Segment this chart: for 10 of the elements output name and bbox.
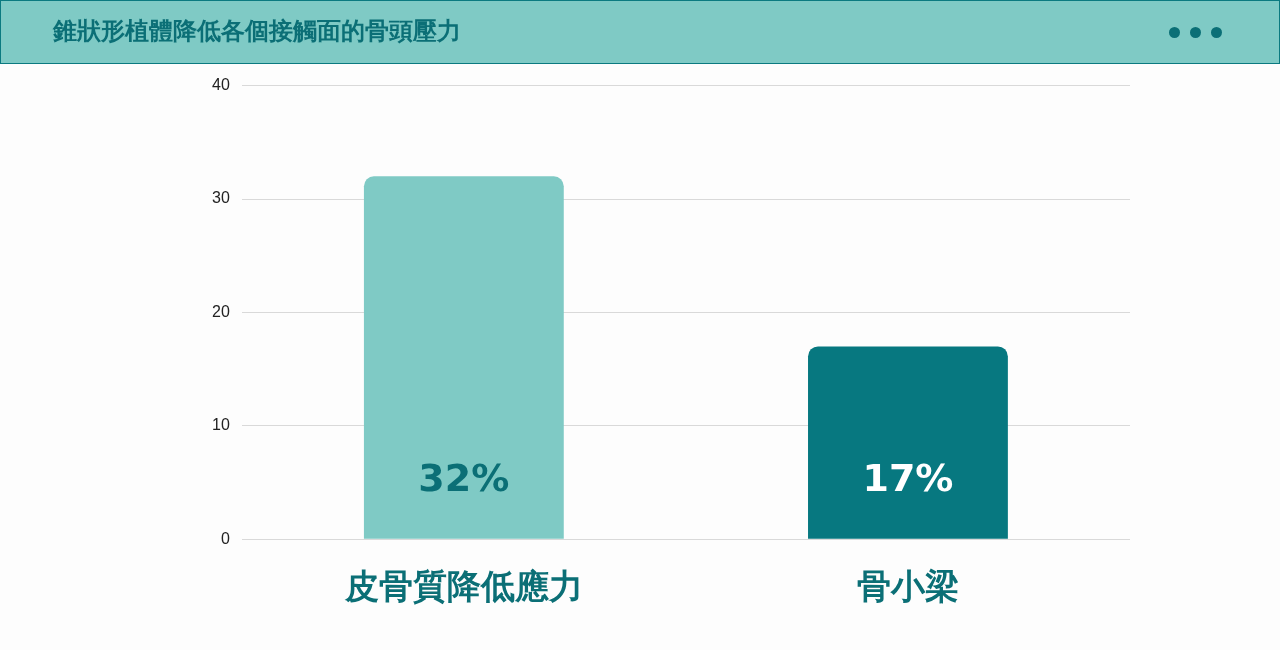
- data-label: 32%: [418, 456, 510, 501]
- y-tick-label: 20: [212, 302, 230, 320]
- chart-title: 錐狀形植體降低各個接觸面的骨頭壓力: [53, 16, 461, 47]
- y-tick-label: 30: [212, 189, 230, 207]
- x-tick-label: 骨小梁: [856, 566, 959, 607]
- y-tick-label: 10: [212, 416, 230, 434]
- x-tick-label: 皮骨質降低應力: [343, 566, 583, 607]
- y-tick-label: 40: [212, 76, 230, 94]
- y-tick-label: 0: [220, 529, 230, 547]
- data-label: 17%: [862, 456, 954, 501]
